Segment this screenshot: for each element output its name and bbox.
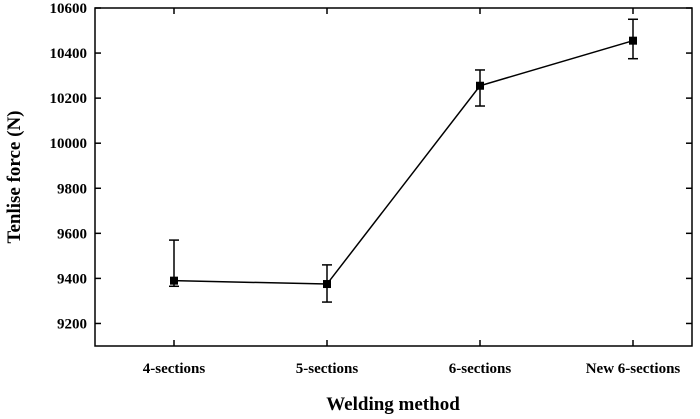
- series-layer: [169, 18, 638, 303]
- data-point: [476, 81, 484, 90]
- data-point: [170, 276, 178, 285]
- y-tick-label: 9800: [57, 181, 87, 197]
- plot-frame: [94, 7, 693, 347]
- y-tick-label: 10400: [50, 46, 88, 62]
- data-point: [323, 280, 331, 289]
- x-tick-label: 4-sections: [143, 361, 206, 377]
- x-axis: 4-sections 5-sections 6-sections New 6-sect…: [143, 8, 681, 377]
- data-point: [629, 36, 637, 45]
- x-tick-label: 6-sections: [449, 361, 512, 377]
- y-tick-label: 9400: [57, 271, 87, 287]
- y-tick-label: 10600: [50, 1, 88, 17]
- x-tick-label: New 6-sections: [586, 361, 681, 377]
- y-axis: 9200 9400 9600 9800 10000 10200 10400 10600: [50, 1, 692, 332]
- y-tick-label: 9200: [57, 316, 87, 332]
- y-axis-title: Tenlise force (N): [4, 111, 25, 244]
- y-tick-label: 10200: [50, 91, 88, 107]
- series-line: [173, 39, 634, 285]
- x-tick-label: 5-sections: [296, 361, 359, 377]
- y-tick-label: 10000: [50, 136, 88, 152]
- y-tick-label: 9600: [57, 226, 87, 242]
- x-axis-title: Welding method: [326, 394, 460, 415]
